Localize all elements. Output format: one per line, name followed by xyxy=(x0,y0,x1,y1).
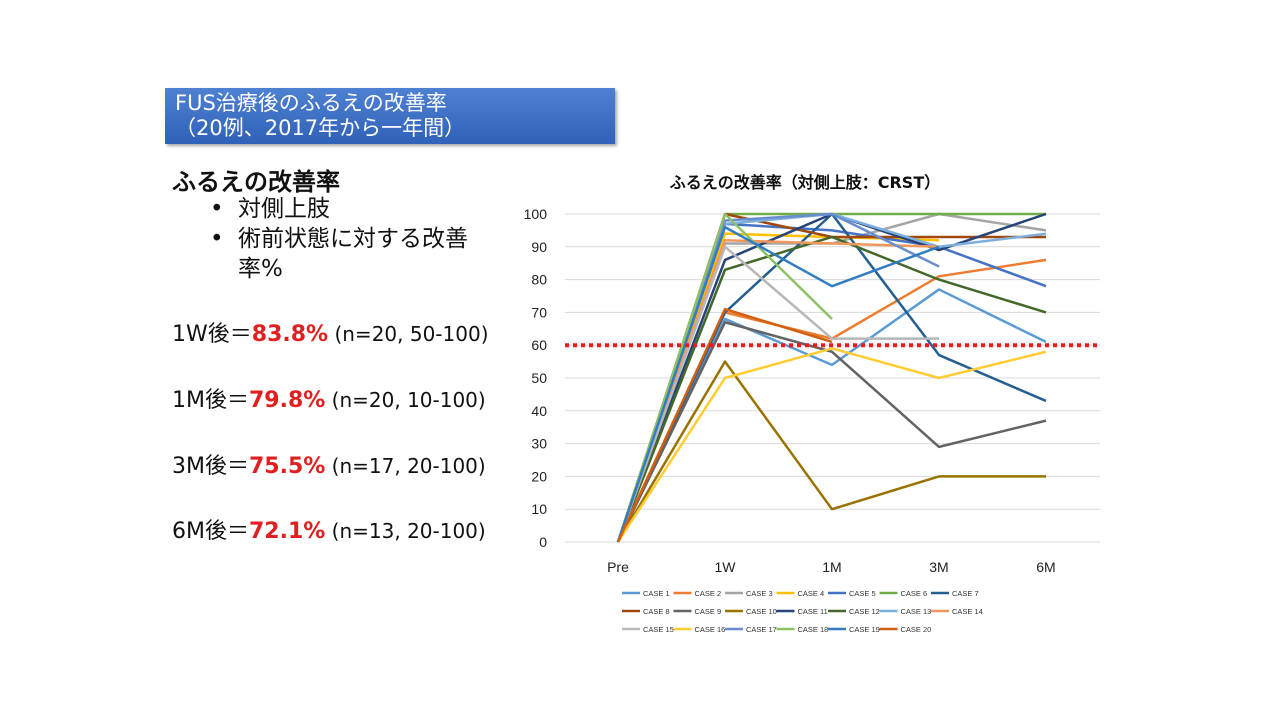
slide-title-line1: FUS治療後のふるえの改善率 xyxy=(175,91,447,115)
stat-label: 3M後＝ xyxy=(172,454,249,479)
x-axis-ticks: Pre 1W 1M 3M 6M xyxy=(607,559,1056,575)
y-tick-label: 10 xyxy=(531,501,547,517)
series-lines xyxy=(616,212,1047,543)
legend-label: CASE 7 xyxy=(952,589,979,598)
bullet-item: 術前状態に対する改善率% xyxy=(210,224,500,284)
y-tick-label: 40 xyxy=(531,403,547,419)
legend-label: CASE 20 xyxy=(901,625,932,634)
bullet-item: 対側上肢 xyxy=(210,194,500,224)
stat-6m: 6M後＝72.1% (n=13, 20-100) xyxy=(172,513,486,545)
x-tick-label: 3M xyxy=(929,559,948,575)
legend-label: CASE 2 xyxy=(695,589,722,598)
y-tick-label: 90 xyxy=(531,239,547,255)
legend-label: CASE 9 xyxy=(695,607,722,616)
series-line-case-15 xyxy=(616,245,939,543)
stat-3m: 3M後＝75.5% (n=17, 20-100) xyxy=(172,448,486,480)
stat-value: 75.5% xyxy=(248,454,326,479)
stat-label: 1M後＝ xyxy=(172,388,249,413)
legend-label: CASE 8 xyxy=(643,607,670,616)
stat-note: (n=20, 10-100) xyxy=(325,388,486,412)
legend-label: CASE 11 xyxy=(798,607,828,616)
x-tick-label: 6M xyxy=(1036,559,1055,575)
chart-title: ふるえの改善率（対側上肢：CRST） xyxy=(670,173,941,192)
stat-note: (n=20, 50-100) xyxy=(328,322,489,346)
legend-label: CASE 13 xyxy=(901,607,932,616)
x-tick-label: 1M xyxy=(822,559,841,575)
stat-1m: 1M後＝79.8% (n=20, 10-100) xyxy=(172,382,486,414)
stat-value: 79.8% xyxy=(248,388,326,413)
stat-label: 6M後＝ xyxy=(172,519,249,544)
series-line-case-5 xyxy=(616,222,1047,543)
stat-note: (n=17, 20-100) xyxy=(325,454,486,478)
slide-title-line2: （20例、2017年から一年間） xyxy=(175,116,466,140)
legend-label: CASE 6 xyxy=(901,589,928,598)
stat-value: 72.1% xyxy=(248,519,326,544)
stat-1w: 1W後＝83.8% (n=20, 50-100) xyxy=(172,316,489,348)
legend-label: CASE 14 xyxy=(952,607,983,616)
bullet-list: 対側上肢 術前状態に対する改善率% xyxy=(210,194,500,284)
legend-label: CASE 15 xyxy=(643,625,674,634)
legend-label: CASE 17 xyxy=(746,625,777,634)
y-tick-label: 70 xyxy=(531,304,547,320)
y-tick-label: 100 xyxy=(524,206,548,222)
series-line-case-10 xyxy=(616,360,1046,543)
legend-label: CASE 10 xyxy=(746,607,777,616)
y-axis-ticks: 0 10 20 30 40 50 60 70 80 90 100 xyxy=(524,206,548,550)
legend-label: CASE 4 xyxy=(798,589,825,598)
y-tick-label: 50 xyxy=(531,370,547,386)
y-tick-label: 20 xyxy=(531,468,547,484)
legend-label: CASE 5 xyxy=(849,589,876,598)
stat-value: 83.8% xyxy=(251,322,329,347)
stat-label: 1W後＝ xyxy=(172,322,252,347)
series-line-case-20 xyxy=(616,307,833,543)
legend-label: CASE 18 xyxy=(798,625,829,634)
legend-label: CASE 1 xyxy=(643,589,670,598)
legend-label: CASE 19 xyxy=(849,625,880,634)
series-line-case-9 xyxy=(616,320,1047,543)
series-line-case-16 xyxy=(616,347,1047,543)
y-tick-label: 0 xyxy=(539,534,547,550)
legend-label: CASE 3 xyxy=(746,589,773,598)
y-tick-label: 80 xyxy=(531,272,547,288)
series-line-case-12 xyxy=(616,235,1047,543)
chart-legend: CASE 1 CASE 2 CASE 3 CASE 4 CASE 5 CASE 6 CASE… xyxy=(622,589,983,634)
y-tick-label: 60 xyxy=(531,337,547,353)
x-tick-label: Pre xyxy=(607,559,629,575)
legend-label: CASE 12 xyxy=(849,607,880,616)
series-line-case-1 xyxy=(616,288,1047,543)
slide-title-box: FUS治療後のふるえの改善率 （20例、2017年から一年間） xyxy=(165,88,615,144)
x-tick-label: 1W xyxy=(715,559,737,575)
legend-label: CASE 16 xyxy=(695,625,726,634)
section-heading: ふるえの改善率 xyxy=(172,168,340,196)
series-line-case-19 xyxy=(616,225,940,543)
series-line-case-18 xyxy=(616,212,833,543)
stat-note: (n=13, 20-100) xyxy=(325,519,486,543)
y-tick-label: 30 xyxy=(531,436,547,452)
